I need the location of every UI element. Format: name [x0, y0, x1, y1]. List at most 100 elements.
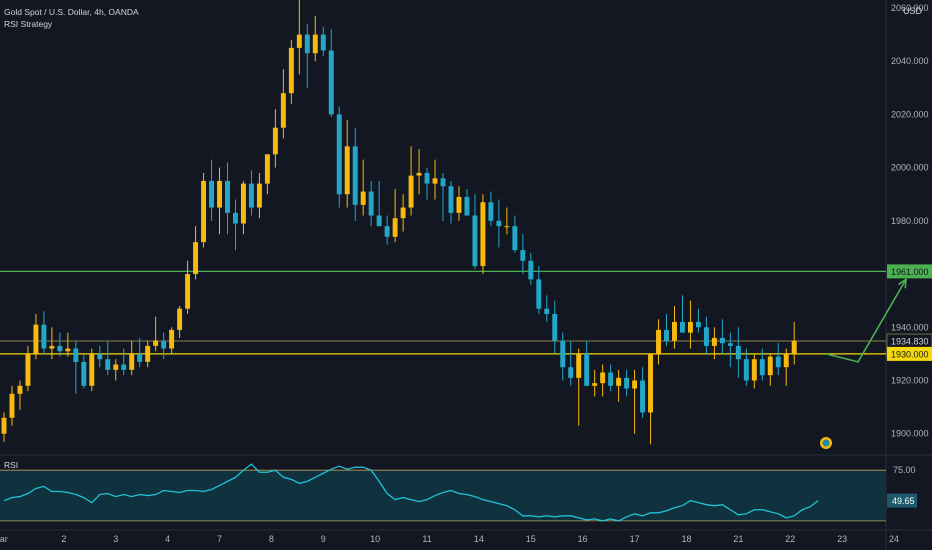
candle-body [727, 343, 733, 346]
candle-body [424, 172, 430, 184]
x-tick-label: 21 [733, 534, 743, 544]
rsi-line [3, 463, 819, 522]
x-tick-label: Mar [0, 534, 8, 544]
x-tick-label: 2 [61, 534, 66, 544]
candle-body [656, 329, 661, 354]
projection-arrow [825, 278, 907, 363]
candle-body [751, 359, 757, 381]
candle-body [9, 393, 15, 418]
candle-body [552, 313, 558, 341]
candle-body [520, 250, 526, 261]
y-tick-label: 2020.000 [891, 109, 929, 119]
candle-body [528, 260, 534, 280]
candle-body [687, 321, 693, 333]
currency-label: USD [902, 6, 922, 16]
x-tick-label: 14 [474, 534, 484, 544]
x-tick-label: 11 [422, 534, 431, 544]
support-price-label-bg [887, 346, 932, 361]
candle-body [272, 127, 278, 155]
candle-body [209, 180, 215, 208]
x-tick-label: 23 [837, 534, 847, 544]
candle-body [177, 308, 183, 330]
candle-body [664, 329, 669, 341]
y-tick-label: 2060.000 [891, 3, 929, 13]
candle-body [544, 308, 550, 314]
x-tick-label: 15 [526, 534, 536, 544]
y-tick-label: 2040.000 [891, 56, 929, 66]
y-tick-label: 2000.000 [891, 163, 929, 173]
candle-body [169, 329, 175, 349]
x-tick-label: 7 [217, 534, 222, 544]
candle-body [648, 353, 654, 413]
x-tick-label: 8 [269, 534, 274, 544]
candle-body [448, 186, 454, 213]
candle-body [711, 337, 717, 346]
x-tick-label: 4 [165, 534, 170, 544]
candle-body [336, 114, 342, 195]
candle-body [121, 364, 127, 370]
candle-body [1, 417, 7, 434]
rsi-band [0, 470, 886, 521]
candle-body [193, 242, 199, 275]
candle-body [384, 226, 390, 237]
candle-body [640, 380, 646, 413]
candle-body [576, 353, 582, 378]
candle-body [137, 353, 143, 362]
y-tick-label: 1900.000 [891, 429, 929, 439]
candle-body [392, 218, 398, 237]
candle-body [408, 175, 414, 208]
candle-body [49, 345, 55, 349]
symbol-line: Gold Spot / U.S. Dollar, 4h, OANDA [4, 7, 139, 17]
candle-body [97, 353, 103, 360]
candle-body [472, 215, 478, 267]
candle-body [185, 274, 191, 309]
candle-body [81, 361, 87, 386]
candle-body [89, 353, 95, 386]
candle-body [25, 353, 31, 386]
candle-body [504, 226, 510, 228]
candle-body [568, 367, 574, 378]
event-badge-inner [822, 439, 830, 447]
candle-body [416, 172, 422, 176]
x-tick-label: 10 [370, 534, 380, 544]
candle-body [672, 321, 677, 341]
y-tick-label: 1920.000 [891, 375, 929, 385]
candle-body [105, 359, 111, 370]
current-price-label: 1934.830 [891, 337, 929, 347]
candle-body [432, 178, 438, 184]
candle-body [440, 178, 446, 187]
candle-body [65, 348, 71, 352]
rsi-band-label: 75.00 [893, 465, 916, 475]
rsi-pane-label: RSI [4, 460, 19, 470]
strategy-line: RSI Strategy [4, 19, 53, 29]
candle-body [735, 345, 741, 360]
candle-body [304, 34, 310, 54]
candle-body [600, 372, 606, 384]
candle-body [113, 364, 119, 370]
candle-body [767, 356, 773, 376]
y-tick-label: 1940.000 [891, 322, 929, 332]
candle-body [201, 180, 207, 243]
x-tick-label: 17 [630, 534, 640, 544]
candle-body [783, 353, 789, 368]
candle-body [352, 146, 358, 205]
candle-body [161, 340, 167, 349]
candle-body [488, 202, 494, 221]
candle-body [608, 372, 614, 386]
candle-body [759, 359, 765, 376]
candle-body [480, 202, 486, 267]
candle-body [624, 377, 630, 389]
candle-body [695, 321, 701, 328]
candle-body [456, 196, 462, 213]
candle-body [129, 353, 135, 370]
candle-body [288, 47, 294, 94]
resistance-price-label: 1961.000 [891, 267, 929, 277]
support-price-label: 1930.000 [891, 349, 929, 359]
x-tick-label: 9 [321, 534, 326, 544]
candle-body [33, 324, 39, 354]
candle-body [616, 377, 622, 386]
candle-body [153, 340, 159, 346]
candle-body [225, 180, 230, 213]
candle-body [679, 321, 685, 333]
